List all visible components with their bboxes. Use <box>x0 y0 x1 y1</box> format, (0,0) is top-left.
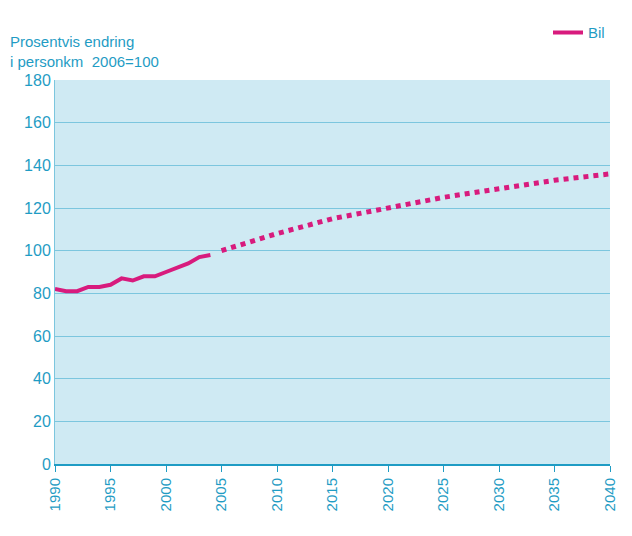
svg-text:100: 100 <box>24 242 51 259</box>
svg-text:180: 180 <box>24 72 51 89</box>
svg-text:2040: 2040 <box>601 478 618 511</box>
svg-text:1990: 1990 <box>46 478 63 511</box>
svg-text:2000: 2000 <box>157 478 174 511</box>
svg-text:20: 20 <box>33 413 51 430</box>
svg-text:2020: 2020 <box>379 478 396 511</box>
svg-text:1995: 1995 <box>101 478 118 511</box>
svg-text:2010: 2010 <box>268 478 285 511</box>
svg-text:Bil: Bil <box>588 24 605 41</box>
svg-text:0: 0 <box>42 456 51 473</box>
svg-text:2015: 2015 <box>323 478 340 511</box>
svg-text:80: 80 <box>33 285 51 302</box>
svg-text:160: 160 <box>24 114 51 131</box>
svg-text:2030: 2030 <box>490 478 507 511</box>
svg-text:2035: 2035 <box>545 478 562 511</box>
svg-text:40: 40 <box>33 370 51 387</box>
svg-text:60: 60 <box>33 328 51 345</box>
svg-text:140: 140 <box>24 157 51 174</box>
svg-text:2025: 2025 <box>434 478 451 511</box>
svg-text:Prosentvis endringi personkm: Prosentvis endringi personkm 2006=100 <box>10 33 159 70</box>
svg-text:2005: 2005 <box>212 478 229 511</box>
svg-text:120: 120 <box>24 200 51 217</box>
